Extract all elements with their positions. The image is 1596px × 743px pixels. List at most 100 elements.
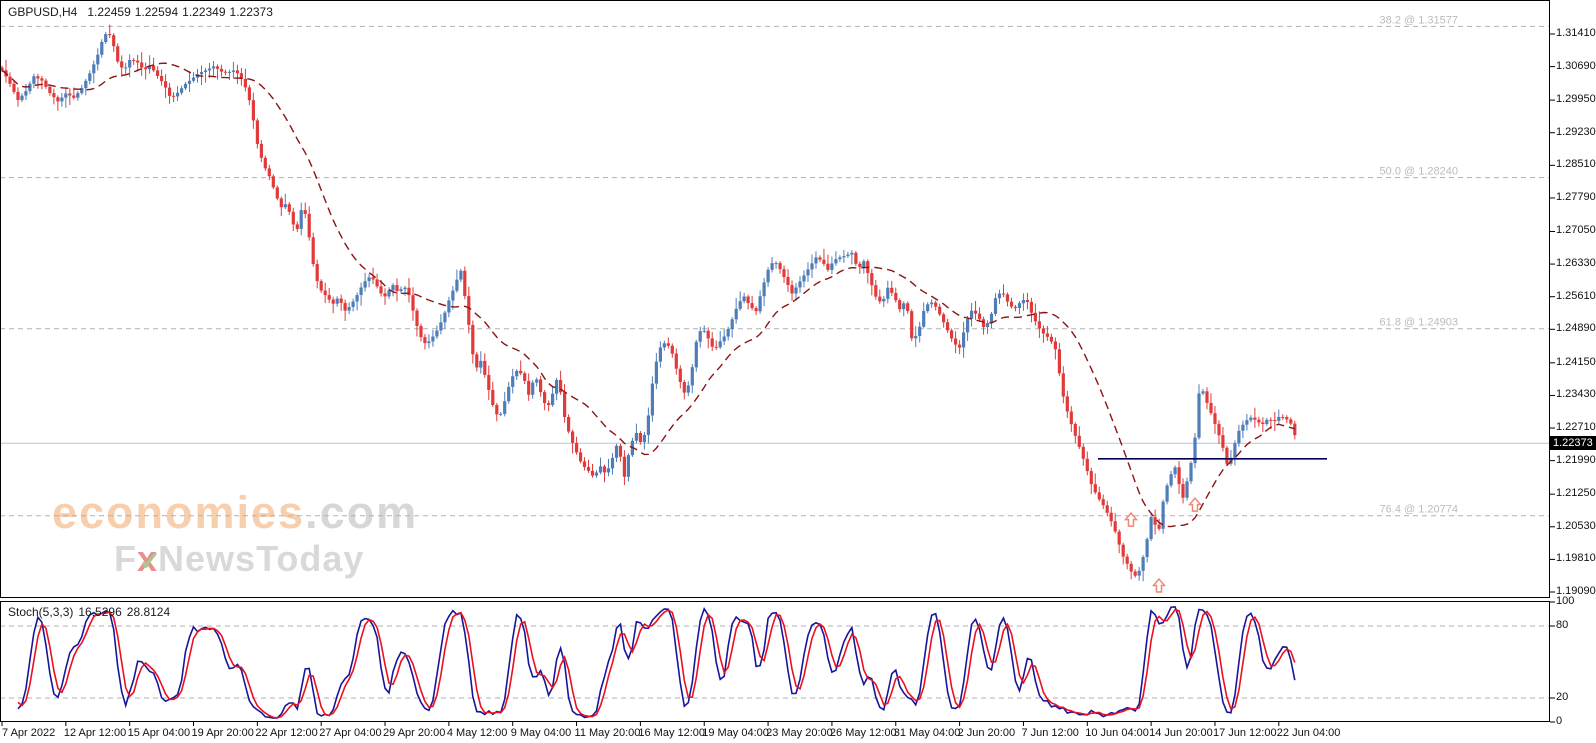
candle-body — [431, 336, 435, 342]
candle-body — [223, 71, 227, 73]
candle-body — [1285, 417, 1289, 420]
candle-body — [68, 93, 72, 96]
candle-body — [1157, 524, 1161, 529]
candlestick-series[interactable] — [0, 24, 1297, 582]
candle-body — [164, 81, 168, 88]
candle-body — [52, 93, 56, 98]
candle-body — [144, 67, 148, 70]
candle-body — [890, 287, 894, 293]
candle-body — [1061, 373, 1065, 397]
up-arrow-marker-3[interactable] — [1151, 577, 1167, 593]
candle-body — [307, 213, 311, 238]
candle-body — [766, 269, 770, 283]
candle-body — [690, 367, 694, 386]
time-axis-label: 15 Apr 04:00 — [127, 727, 191, 739]
candle-body — [662, 343, 666, 348]
candle-body — [622, 456, 626, 477]
candle-body — [586, 467, 591, 471]
up-arrow-marker-2[interactable] — [1187, 496, 1203, 512]
candle-body — [363, 281, 367, 288]
price-axis-label: 1.29230 — [1556, 125, 1596, 138]
candle-body — [311, 237, 315, 264]
candle-body — [746, 296, 750, 304]
candle-body — [1097, 492, 1101, 500]
price-axis-label: 1.22710 — [1556, 421, 1596, 434]
candle-body — [674, 353, 678, 369]
candle-body — [347, 307, 351, 311]
candle-body — [810, 263, 814, 270]
candle-body — [750, 303, 754, 309]
candle-body — [1017, 303, 1022, 308]
candle-body — [993, 298, 998, 314]
candle-body — [598, 466, 603, 473]
fib-level-label-38.2: 38.2 @ 1.31577 — [1380, 14, 1458, 26]
candle-body — [375, 279, 379, 287]
candle-body — [303, 210, 307, 214]
candle-body — [8, 76, 12, 84]
candle-body — [279, 198, 283, 208]
candle-body — [451, 290, 455, 301]
candle-body — [283, 204, 287, 208]
candle-body — [1001, 293, 1006, 295]
candle-body — [802, 275, 806, 282]
candle-body — [702, 330, 706, 332]
candle-body — [1189, 463, 1193, 482]
watermark-rest: NewsToday — [158, 538, 365, 579]
candle-body — [1029, 301, 1033, 313]
candle-body — [387, 290, 391, 297]
candle-body — [798, 281, 802, 288]
candle-body — [415, 310, 419, 326]
time-axis-label: 9 May 04:00 — [510, 727, 572, 739]
candle-body — [842, 256, 846, 258]
candle-body — [136, 60, 140, 63]
price-axis-label: 1.29950 — [1556, 93, 1596, 106]
candle-body — [116, 46, 120, 62]
candle-body — [239, 73, 243, 79]
candle-body — [104, 34, 108, 42]
up-arrow-marker-1[interactable] — [1123, 511, 1139, 527]
candle-body — [259, 143, 263, 158]
time-axis-label: 4 May 12:00 — [446, 727, 508, 739]
candle-body — [1121, 544, 1125, 557]
candle-body — [315, 264, 319, 282]
watermark-fxnewstoday-logo: Fx ✓ NewsToday — [114, 541, 418, 577]
candle-body — [491, 389, 495, 405]
candle-body — [168, 87, 172, 96]
candle-body — [1165, 485, 1169, 502]
candle-body — [467, 296, 471, 325]
candle-body — [76, 93, 80, 98]
candle-body — [594, 472, 599, 476]
candle-body — [507, 386, 511, 402]
candle-body — [1161, 501, 1165, 529]
time-axis-label: 12 Apr 12:00 — [63, 727, 127, 739]
symbol-timeframe-label: GBPUSD,H4 — [8, 5, 78, 19]
time-axis-label: 31 May 04:00 — [893, 727, 961, 739]
candle-body — [1065, 396, 1069, 412]
watermark-x-glyph: x — [137, 538, 159, 579]
candle-body — [271, 176, 275, 188]
candle-body — [1101, 499, 1105, 506]
stochastic-d-value: 28.8124 — [126, 605, 171, 619]
candle-body — [559, 379, 563, 393]
candle-body — [1105, 505, 1109, 513]
time-axis-label: 29 Apr 20:00 — [383, 727, 446, 739]
candle-body — [128, 60, 132, 68]
candle-body — [539, 379, 543, 393]
candle-body — [838, 257, 842, 260]
candle-body — [650, 383, 654, 416]
candle-body — [295, 224, 299, 229]
candle-body — [335, 298, 339, 304]
candle-body — [495, 405, 499, 415]
candle-body — [954, 338, 958, 345]
candle-body — [203, 70, 208, 72]
candle-body — [850, 252, 854, 255]
stoch-axis-label: 80 — [1556, 619, 1569, 631]
candle-body — [966, 318, 970, 333]
candle-body — [323, 290, 327, 296]
candle-body — [1057, 349, 1061, 374]
candle-body — [978, 313, 982, 320]
candle-body — [1213, 413, 1217, 424]
stochastic-signal-line — [17, 609, 1296, 719]
